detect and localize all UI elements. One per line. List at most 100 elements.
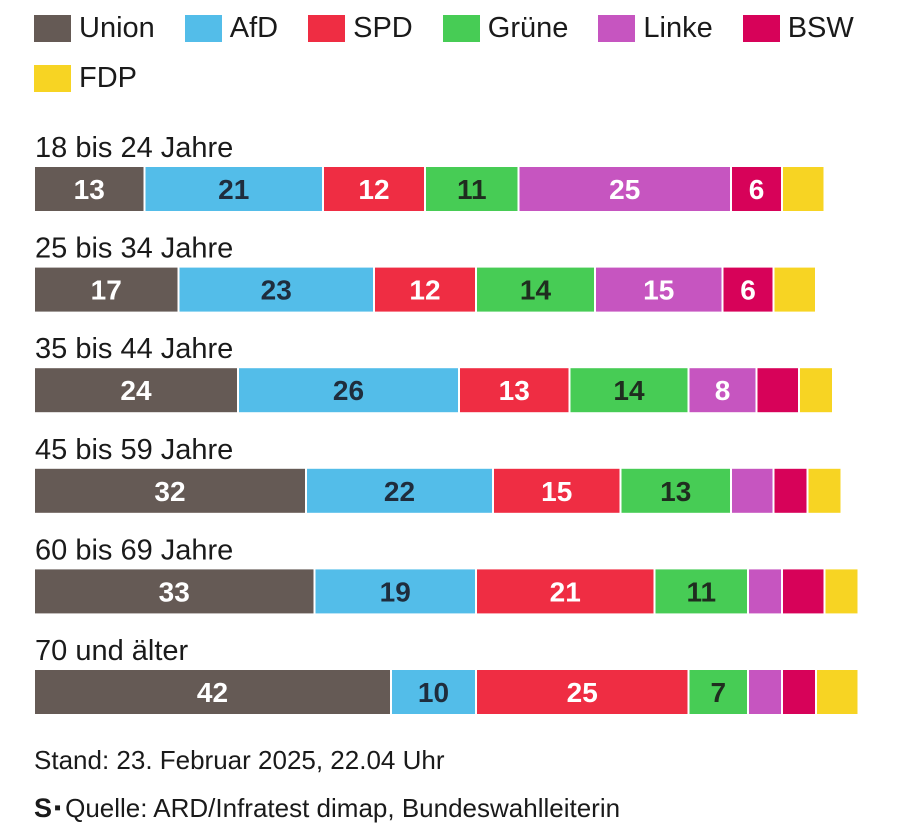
bar-value-label: 11 — [457, 174, 487, 205]
bar-segment — [145, 167, 322, 211]
bar-segment — [35, 267, 178, 312]
bar-value-label: 21 — [550, 576, 581, 607]
bar-segment — [800, 368, 832, 413]
legend-label: Union — [79, 12, 155, 44]
legend-swatch — [598, 14, 636, 42]
age-group-label: 45 bis 59 Jahre — [35, 434, 233, 466]
bar-segment — [783, 569, 824, 614]
bar-segment — [723, 267, 773, 312]
bar-segment — [570, 368, 688, 413]
legend-swatch — [34, 14, 71, 42]
bar-segment — [655, 569, 747, 614]
bar-segment — [239, 368, 458, 413]
bar-segment — [477, 267, 594, 312]
bar-segment — [774, 468, 807, 513]
stand-text: Stand: 23. Februar 2025, 22.04 Uhr — [34, 745, 445, 775]
legend-item: FDP — [34, 60, 137, 96]
bar-value-label: 26 — [333, 375, 364, 406]
bar-value-label: 22 — [384, 476, 415, 507]
legend-swatch — [184, 14, 222, 42]
footer: Stand: 23. Februar 2025, 22.04 Uhr S ▪ Q… — [34, 740, 894, 828]
bar-segment — [375, 267, 475, 312]
bar-segment — [621, 468, 730, 513]
bar-value-label: 13 — [74, 174, 105, 205]
brand-separator: ▪ — [54, 797, 62, 819]
bar-segment — [494, 468, 620, 513]
age-group-label: 18 bis 24 Jahre — [35, 132, 233, 164]
legend-item: AfD — [184, 10, 279, 46]
bar-segment — [324, 167, 424, 211]
bar-value-label: 24 — [120, 375, 152, 406]
bar-segment — [783, 167, 824, 211]
bar-segment — [519, 167, 730, 211]
bar-value-label: 12 — [409, 275, 440, 306]
bar-segment — [749, 670, 781, 714]
bar-segment — [783, 670, 815, 714]
bar-segment — [757, 368, 798, 413]
bar-segment — [774, 267, 815, 312]
bar-value-label: 6 — [740, 275, 756, 306]
bar-value-label: 12 — [358, 174, 389, 205]
age-group-label: 25 bis 34 Jahre — [35, 233, 233, 265]
legend-label: FDP — [79, 62, 137, 94]
legend-label: BSW — [787, 12, 854, 44]
bar-segment — [460, 368, 569, 413]
bar-segment — [689, 670, 747, 714]
legend-item: Union — [34, 10, 155, 46]
bar-segment — [315, 569, 475, 614]
bar-segment — [477, 670, 688, 714]
bar-segment — [392, 670, 475, 714]
bar-value-label: 23 — [261, 275, 292, 306]
legend-item: Grüne — [442, 10, 569, 46]
bar-value-label: 11 — [686, 576, 716, 607]
bar-value-label: 32 — [154, 476, 185, 507]
bar-segment — [825, 569, 858, 614]
legend-swatch — [442, 14, 480, 42]
legend: Union AfD SPD Grüne Linke BSW FDP — [34, 10, 894, 96]
bar-value-label: 13 — [660, 476, 691, 507]
legend-swatch — [308, 14, 346, 42]
source-text: Quelle: ARD/Infratest dimap, Bundeswahll… — [65, 793, 621, 823]
bar-segment — [596, 267, 722, 312]
bar-value-label: 25 — [567, 677, 598, 708]
bar-value-label: 10 — [418, 677, 449, 708]
legend-item: BSW — [742, 10, 854, 46]
age-group-label: 70 und älter — [35, 635, 189, 667]
legend-swatch — [34, 64, 71, 92]
age-group-label: 60 bis 69 Jahre — [35, 534, 233, 566]
bar-value-label: 13 — [499, 375, 530, 406]
legend-label: Linke — [643, 12, 713, 44]
bar-segment — [689, 368, 756, 413]
bar-value-label: 7 — [710, 677, 726, 708]
bar-value-label: 33 — [159, 576, 190, 607]
bar-segment — [477, 569, 654, 614]
age-group-label: 35 bis 44 Jahre — [35, 333, 233, 365]
bar-value-label: 8 — [715, 375, 731, 406]
bar-segment — [35, 569, 314, 614]
bar-segment — [732, 167, 781, 211]
bar-value-label: 6 — [749, 174, 765, 205]
legend-label: Grüne — [487, 12, 569, 44]
bar-segment — [307, 468, 492, 513]
bar-value-label: 42 — [197, 677, 228, 708]
bar-segment — [749, 569, 781, 614]
bar-segment — [808, 468, 841, 513]
bar-value-label: 21 — [218, 174, 249, 205]
bar-value-label: 19 — [380, 576, 411, 607]
brand-logo: S — [34, 793, 53, 823]
legend-swatch — [742, 14, 780, 42]
bar-value-label: 14 — [520, 275, 552, 306]
bar-segment — [426, 167, 518, 211]
bar-value-label: 15 — [541, 476, 572, 507]
bar-segment — [35, 670, 390, 714]
bar-value-label: 15 — [643, 275, 674, 306]
bar-segment — [35, 167, 144, 211]
legend-label: AfD — [229, 12, 279, 44]
bar-segment — [179, 267, 373, 312]
legend-item: SPD — [308, 10, 413, 46]
bar-segment — [817, 670, 858, 714]
bar-segment — [35, 468, 305, 513]
bar-segment — [35, 368, 237, 413]
bar-segment — [732, 468, 773, 513]
